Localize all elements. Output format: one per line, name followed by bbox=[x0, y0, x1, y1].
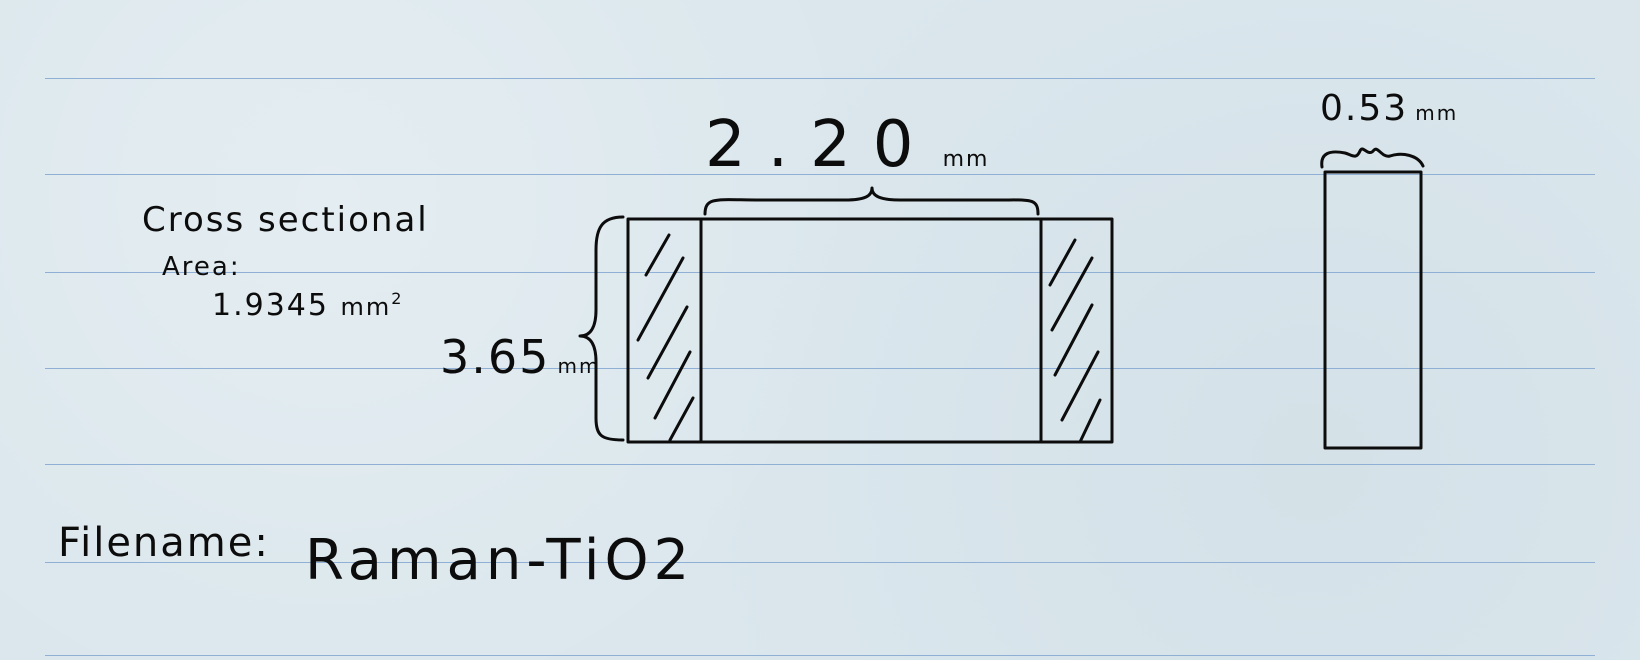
area-exponent: 2 bbox=[391, 289, 404, 308]
sample-side-outline bbox=[1323, 170, 1423, 450]
sample-front-outline bbox=[626, 217, 1114, 444]
height-brace bbox=[578, 215, 625, 442]
width-unit: mm bbox=[942, 147, 990, 172]
area-value: 1.9345 bbox=[212, 288, 329, 323]
depth-dimension-label: 0.53 mm bbox=[1320, 88, 1458, 129]
height-value: 3.65 bbox=[440, 330, 551, 384]
width-value: 2.20 bbox=[705, 108, 936, 182]
area-unit: mm bbox=[340, 293, 392, 321]
width-dimension-label: 2.20 mm bbox=[705, 108, 989, 182]
left-hatch bbox=[636, 233, 695, 442]
depth-unit: mm bbox=[1415, 101, 1459, 125]
area-label-line2: Area: bbox=[162, 252, 241, 282]
right-hatch bbox=[1048, 238, 1102, 444]
height-dimension-label: 3.65 mm bbox=[440, 330, 600, 384]
ruled-line bbox=[45, 562, 1595, 563]
ruled-line bbox=[45, 272, 1595, 273]
filename-value: Raman-TiO2 bbox=[305, 528, 695, 593]
ruled-line bbox=[45, 655, 1595, 656]
area-label-line1: Cross sectional bbox=[142, 200, 429, 240]
filename-label: Filename: bbox=[58, 520, 270, 566]
area-value-group: 1.9345 mm2 bbox=[212, 288, 403, 323]
ruled-line bbox=[45, 368, 1595, 369]
depth-value: 0.53 bbox=[1320, 88, 1409, 129]
ruled-line bbox=[45, 174, 1595, 175]
width-brace bbox=[703, 186, 1040, 216]
ruled-line bbox=[45, 464, 1595, 465]
height-unit: mm bbox=[557, 354, 601, 378]
ruled-line bbox=[45, 78, 1595, 79]
depth-brace bbox=[1320, 147, 1425, 169]
